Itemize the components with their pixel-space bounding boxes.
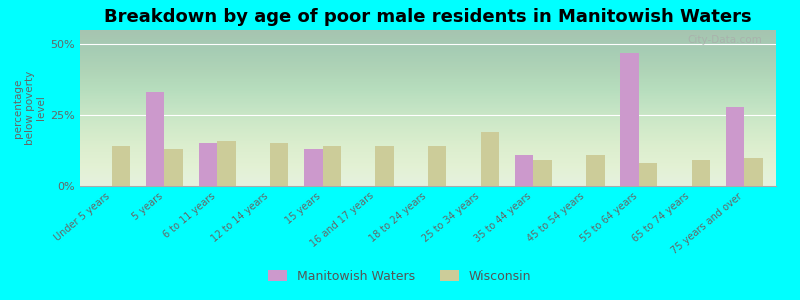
Bar bbox=[639, 163, 658, 186]
Title: Breakdown by age of poor male residents in Manitowish Waters: Breakdown by age of poor male residents … bbox=[104, 8, 752, 26]
Bar bbox=[270, 143, 288, 186]
Bar bbox=[375, 146, 394, 186]
Bar bbox=[217, 141, 235, 186]
Bar bbox=[726, 106, 744, 186]
Text: City-Data.com: City-Data.com bbox=[687, 35, 762, 45]
Bar bbox=[146, 92, 164, 186]
Bar bbox=[744, 158, 763, 186]
Bar bbox=[322, 146, 341, 186]
Bar bbox=[428, 146, 446, 186]
Legend: Manitowish Waters, Wisconsin: Manitowish Waters, Wisconsin bbox=[263, 265, 537, 288]
Bar bbox=[515, 155, 534, 186]
Bar bbox=[112, 146, 130, 186]
Bar bbox=[692, 160, 710, 186]
Bar bbox=[621, 53, 639, 186]
Bar bbox=[534, 160, 552, 186]
Bar bbox=[164, 149, 183, 186]
Bar bbox=[304, 149, 322, 186]
Bar bbox=[198, 143, 217, 186]
Y-axis label: percentage
below poverty
level: percentage below poverty level bbox=[13, 71, 46, 145]
Bar bbox=[481, 132, 499, 186]
Bar bbox=[586, 155, 605, 186]
